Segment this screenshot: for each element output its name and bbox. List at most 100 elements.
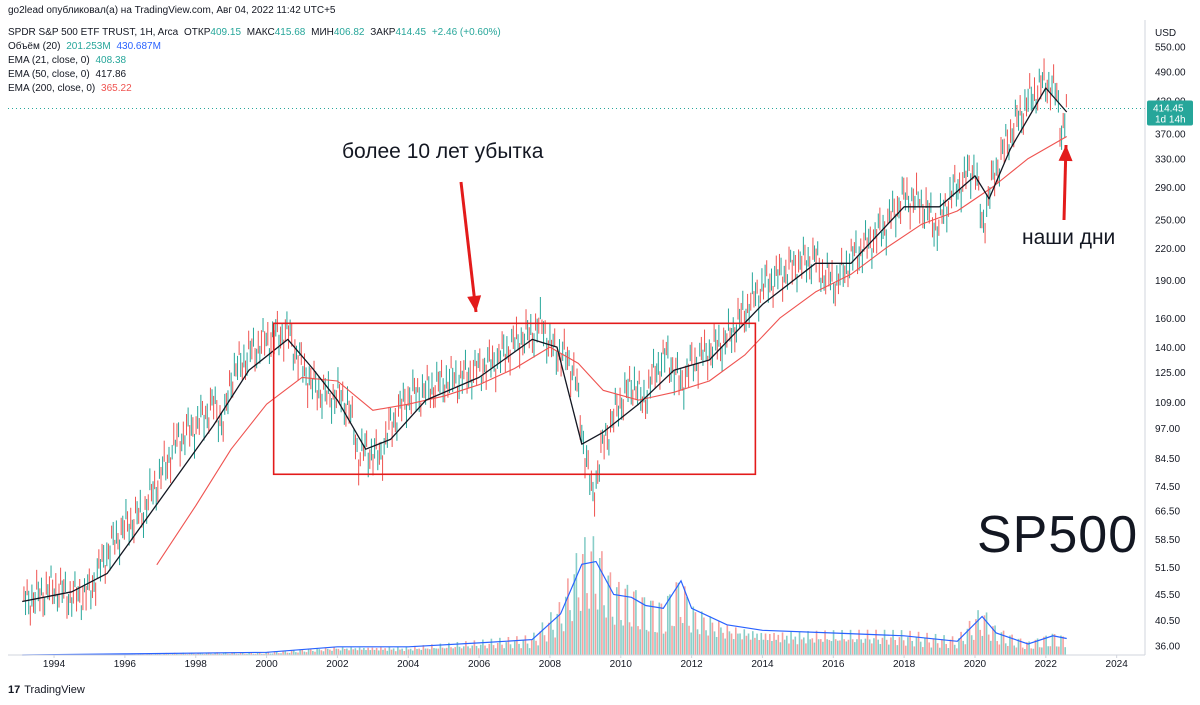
volume-bar bbox=[522, 640, 525, 655]
price-layer bbox=[8, 58, 1145, 626]
volume-bar bbox=[524, 635, 527, 655]
footer[interactable]: 17 TradingView bbox=[8, 684, 85, 696]
volume-bar bbox=[269, 653, 272, 655]
volume-bar bbox=[509, 644, 512, 655]
volume-bar bbox=[1032, 648, 1035, 655]
volume-bar bbox=[386, 650, 389, 655]
volume-bar bbox=[664, 631, 667, 655]
volume-bar bbox=[862, 642, 865, 655]
volume-bar bbox=[936, 643, 939, 655]
volume-bar bbox=[751, 631, 754, 655]
ema50-legend[interactable]: EMA (50, close, 0) 417.86 bbox=[8, 69, 129, 81]
volume-bar bbox=[392, 648, 395, 655]
volume-bar bbox=[1011, 634, 1013, 655]
volume-bar bbox=[516, 636, 518, 655]
volume-bar bbox=[630, 626, 633, 655]
volume-bar bbox=[292, 650, 295, 655]
volume-bar bbox=[615, 587, 618, 655]
volume-bar bbox=[171, 653, 174, 655]
volume-bar bbox=[951, 636, 954, 655]
volume-bar bbox=[932, 638, 935, 655]
volume-bar bbox=[590, 551, 593, 655]
volume-bar bbox=[973, 639, 975, 655]
volume-bar bbox=[1055, 646, 1058, 655]
volume-bar bbox=[669, 594, 671, 655]
volume-bar bbox=[550, 612, 552, 655]
volume-bar bbox=[278, 653, 280, 655]
volume-bar bbox=[494, 648, 497, 655]
loss-arrow-head bbox=[467, 295, 482, 312]
volume-bar bbox=[924, 637, 926, 655]
volume-bar bbox=[722, 632, 724, 655]
volume-bar bbox=[885, 639, 888, 655]
y-tick-label: 125.00 bbox=[1155, 368, 1186, 379]
volume-bar bbox=[560, 623, 563, 655]
volume-bar bbox=[724, 638, 726, 655]
volume-bar bbox=[620, 620, 622, 655]
volume-bar bbox=[554, 637, 556, 655]
range-box-rect bbox=[272, 322, 757, 476]
ema21-legend[interactable]: EMA (21, close, 0) 408.38 bbox=[8, 55, 129, 67]
volume-bar bbox=[919, 641, 922, 655]
volume-bar bbox=[505, 642, 508, 655]
volume-bar bbox=[987, 634, 990, 655]
volume-legend[interactable]: Объём (20) 201.253M 430.687M bbox=[8, 41, 164, 53]
volume-bar bbox=[246, 653, 248, 655]
volume-bar bbox=[469, 648, 471, 655]
volume-bar bbox=[911, 640, 913, 655]
volume-bar bbox=[305, 652, 308, 655]
volume-bar bbox=[312, 650, 314, 655]
volume-bar bbox=[369, 650, 372, 655]
volume-bar bbox=[579, 610, 582, 655]
volume-bar bbox=[422, 645, 425, 655]
volume-bar bbox=[547, 622, 550, 655]
volume-bar bbox=[454, 647, 457, 655]
volume-bar bbox=[571, 621, 573, 655]
watermark-text: SP500 bbox=[977, 506, 1139, 564]
volume-bar bbox=[994, 625, 996, 655]
close-value: 414.45 bbox=[395, 27, 427, 38]
volume-bar bbox=[868, 639, 871, 655]
volume-bar bbox=[326, 648, 329, 655]
volume-bar bbox=[771, 641, 773, 655]
volume-bar bbox=[218, 653, 221, 655]
volume-bar bbox=[626, 584, 629, 655]
volume-bar bbox=[212, 653, 214, 655]
volume-bar bbox=[824, 630, 826, 655]
volume-ma bbox=[22, 560, 1067, 656]
volume-bar bbox=[837, 640, 839, 655]
volume-bar bbox=[1000, 632, 1003, 655]
volume-bar bbox=[229, 653, 231, 655]
volume-ma-value: 430.687M bbox=[116, 41, 161, 52]
volume-bar bbox=[1009, 635, 1011, 655]
y-tick-label: 45.50 bbox=[1155, 590, 1180, 601]
volume-bar bbox=[365, 650, 367, 655]
volume-bar bbox=[188, 652, 191, 655]
volume-bar bbox=[1007, 645, 1009, 655]
y-tick-label: 220.00 bbox=[1155, 244, 1186, 255]
ema21-label: EMA (21, close, 0) bbox=[8, 55, 90, 66]
volume-bar bbox=[280, 653, 282, 655]
volume-bar bbox=[407, 649, 410, 655]
volume-bar bbox=[367, 647, 369, 655]
volume-bar bbox=[964, 644, 967, 655]
volume-bar bbox=[762, 639, 765, 655]
y-tick-label: 330.00 bbox=[1155, 155, 1186, 166]
volume-bar bbox=[154, 653, 157, 655]
volume-bar bbox=[484, 645, 486, 655]
volume-bar bbox=[384, 648, 386, 655]
ema200-legend[interactable]: EMA (200, close, 0) 365.22 bbox=[8, 83, 135, 95]
volume-bar bbox=[745, 635, 748, 655]
volume-bar bbox=[788, 643, 790, 655]
volume-bar bbox=[864, 638, 867, 655]
volume-bars bbox=[71, 536, 1067, 655]
volume-bar bbox=[941, 639, 943, 655]
x-tick-label: 2002 bbox=[326, 659, 349, 670]
volume-bar bbox=[849, 629, 852, 655]
volume-bar bbox=[811, 638, 814, 655]
volume-bar bbox=[686, 596, 688, 655]
volume-bar bbox=[577, 597, 580, 655]
volume-bar bbox=[675, 582, 678, 655]
volume-bar bbox=[320, 650, 323, 655]
